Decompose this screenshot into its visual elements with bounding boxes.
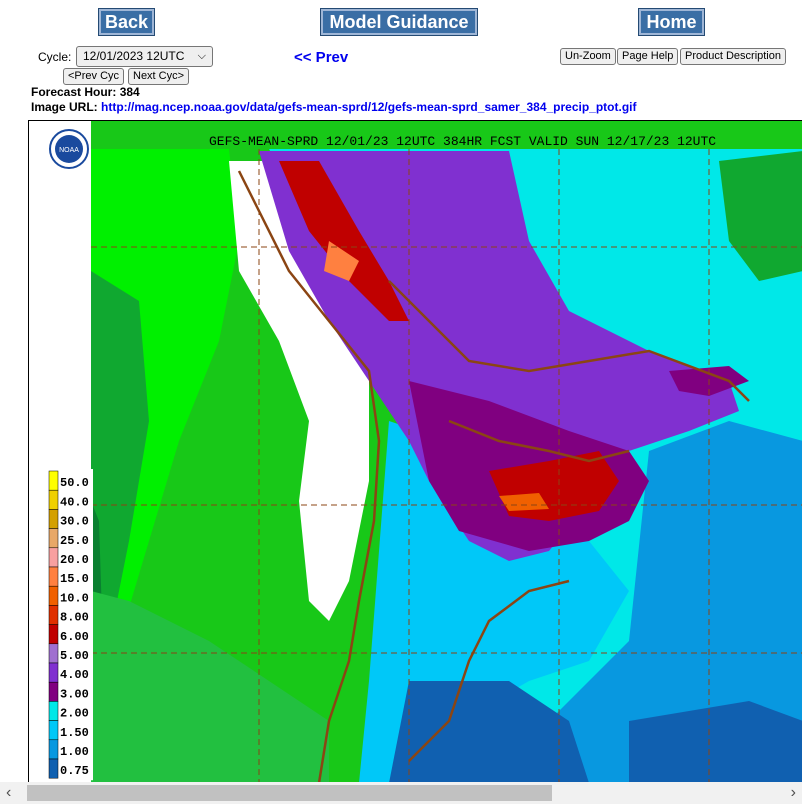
next-cycle-button[interactable]: Next Cyc> <box>128 68 190 85</box>
legend-label: 8.00 <box>60 611 89 625</box>
cycle-select[interactable]: 12/01/2023 12UTC ⌵ <box>76 46 213 67</box>
unzoom-button[interactable]: Un-Zoom <box>560 48 616 65</box>
scroll-left-icon[interactable]: ‹ <box>6 784 12 801</box>
model-guidance-button[interactable]: Model Guidance <box>320 8 478 36</box>
home-button[interactable]: Home <box>638 8 705 36</box>
prev-cycle-button[interactable]: <Prev Cyc <box>63 68 125 85</box>
legend-swatch <box>48 585 59 606</box>
legend-label: 6.00 <box>60 630 89 644</box>
legend-label: 2.00 <box>60 707 89 721</box>
legend-label: 4.00 <box>60 668 89 682</box>
back-button[interactable]: Back <box>98 8 155 36</box>
forecast-hour-value: 384 <box>119 85 140 99</box>
legend-label: 1.50 <box>60 726 89 740</box>
legend-swatch <box>48 605 59 625</box>
image-url-link[interactable]: http://mag.ncep.noaa.gov/data/gefs-mean-… <box>101 100 637 114</box>
legend-swatch <box>48 643 59 664</box>
legend-label: 20.0 <box>60 553 89 567</box>
legend-swatch <box>48 739 59 760</box>
legend-swatch <box>48 720 59 741</box>
legend-swatch <box>48 547 59 568</box>
cycle-select-value: 12/01/2023 12UTC <box>83 49 185 63</box>
legend-label: 25.0 <box>60 534 89 548</box>
forecast-map[interactable]: NOAA GEFS-MEAN-SPRD 12/01/23 12UTC 384HR… <box>28 120 802 784</box>
legend-label: 10.0 <box>60 591 89 605</box>
forecast-hour: Forecast Hour: 384 <box>31 85 140 99</box>
image-url: Image URL: http://mag.ncep.noaa.gov/data… <box>31 100 637 114</box>
legend-label: 40.0 <box>60 495 89 509</box>
legend-label: 1.00 <box>60 745 89 759</box>
legend-swatch <box>48 489 59 510</box>
legend-label: 15.0 <box>60 572 89 586</box>
precip-map-image: NOAA GEFS-MEAN-SPRD 12/01/23 12UTC 384HR… <box>29 121 802 783</box>
legend-swatch <box>48 758 59 779</box>
legend-label: 50.0 <box>60 476 89 490</box>
legend-swatch <box>48 509 59 529</box>
legend-swatch <box>48 470 59 491</box>
map-title: GEFS-MEAN-SPRD 12/01/23 12UTC 384HR FCST… <box>209 134 716 149</box>
legend-swatch <box>48 566 59 587</box>
legend-swatch <box>48 662 59 683</box>
horizontal-scrollbar[interactable]: ‹ › <box>0 782 802 804</box>
legend-swatch <box>48 681 59 702</box>
forecast-hour-label: Forecast Hour: <box>31 85 117 99</box>
page-help-button[interactable]: Page Help <box>617 48 679 65</box>
legend-swatch <box>48 624 59 645</box>
legend-swatch <box>48 701 59 721</box>
image-url-label: Image URL: <box>31 100 98 114</box>
prev-link[interactable]: << Prev <box>294 49 349 66</box>
product-description-button[interactable]: Product Description <box>680 48 786 65</box>
chevron-down-icon: ⌵ <box>197 50 206 62</box>
cycle-label: Cycle: <box>38 50 72 64</box>
color-legend: 50.0 40.0 30.0 25.0 20.0 15.0 10.0 8.00 6.00 5.00… <box>47 469 93 781</box>
legend-label: 0.75 <box>60 764 89 778</box>
scrollbar-thumb[interactable] <box>27 785 552 801</box>
legend-swatch <box>48 528 59 549</box>
legend-label: 5.00 <box>60 649 89 663</box>
legend-label: 3.00 <box>60 687 89 701</box>
noaa-logo-text: NOAA <box>59 147 79 154</box>
scroll-right-icon[interactable]: › <box>790 784 796 801</box>
noaa-logo: NOAA <box>49 129 89 169</box>
legend-label: 30.0 <box>60 515 89 529</box>
